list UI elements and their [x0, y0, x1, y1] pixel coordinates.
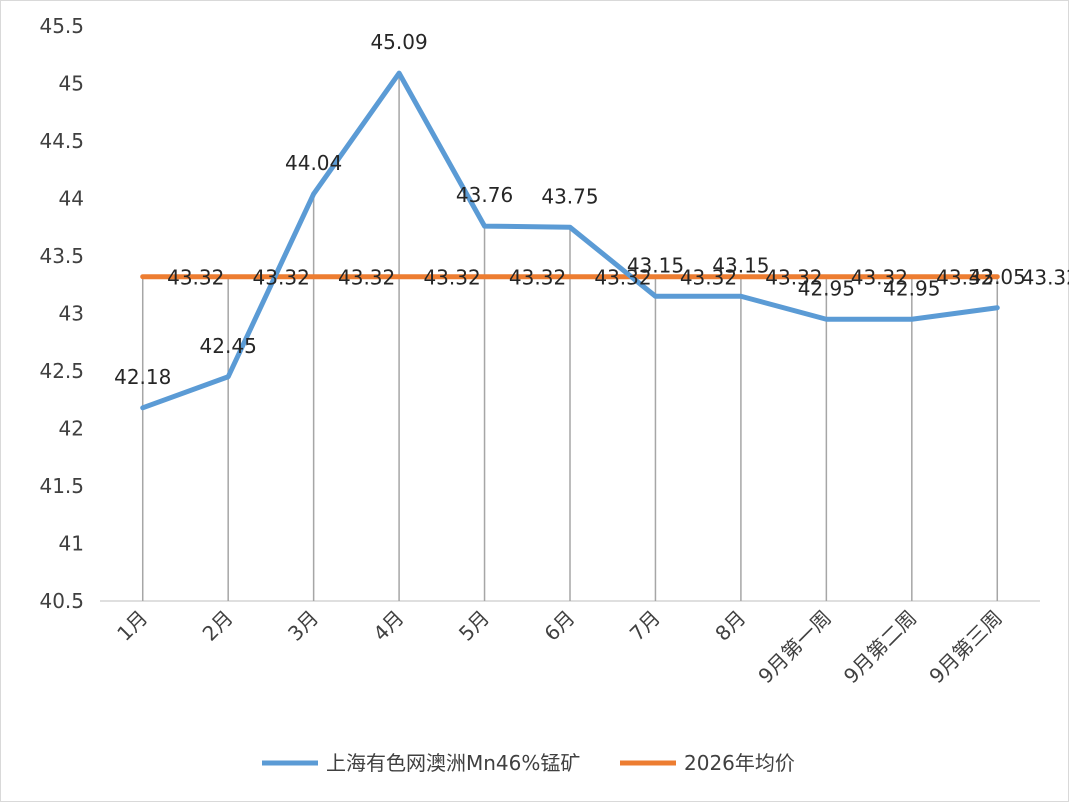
data-label-average: 43.32 [765, 266, 822, 290]
data-label-mn46: 42.18 [114, 365, 171, 389]
data-label-average: 43.32 [509, 266, 566, 290]
data-label-average: 43.32 [338, 266, 395, 290]
y-tick-label: 44.5 [39, 129, 84, 153]
y-tick-label: 40.5 [39, 589, 84, 613]
data-label-average: 43.32 [253, 266, 310, 290]
drop-lines [141, 73, 999, 601]
y-tick-label: 42 [59, 417, 84, 441]
data-label-mn46: 43.76 [456, 183, 513, 207]
x-tick-label: 1月 [112, 606, 152, 646]
y-tick-label: 41 [59, 532, 84, 556]
series-line-mn46 [140, 70, 1000, 411]
x-tick-label: 9月第二周 [839, 606, 922, 689]
legend-label-series-1: 上海有色网澳洲Mn46%锰矿 [326, 751, 580, 775]
x-tick-label: 7月 [625, 606, 665, 646]
legend-label-series-2: 2026年均价 [684, 751, 795, 775]
data-label-mn46: 43.05 [969, 265, 1026, 289]
y-tick-label: 44 [59, 187, 84, 211]
data-label-mn46: 43.15 [712, 253, 769, 277]
y-tick-label: 45.5 [39, 14, 84, 38]
x-tick-label: 8月 [710, 606, 750, 646]
x-tick-label: 9月第一周 [753, 606, 836, 689]
data-labels: 42.18 42.45 44.04 45.09 43.76 43.75 43.15 43.15… [114, 30, 1069, 389]
data-label-mn46: 44.04 [285, 151, 342, 175]
x-tick-label: 9月第三周 [924, 606, 1007, 689]
data-label-mn46: 43.75 [541, 184, 598, 208]
legend: 上海有色网澳洲Mn46%锰矿 2026年均价 [262, 751, 795, 775]
data-label-mn46: 43.15 [627, 253, 684, 277]
y-tick-label: 45 [59, 72, 84, 96]
x-tick-label: 3月 [283, 606, 323, 646]
data-label-average: 43.32 [1022, 266, 1069, 290]
x-tick-label: 4月 [369, 606, 409, 646]
x-tick-label: 6月 [539, 606, 579, 646]
x-tick-label: 2月 [198, 606, 238, 646]
data-label-mn46: 42.95 [883, 276, 940, 300]
y-tick-label: 43 [59, 302, 84, 326]
y-tick-label: 41.5 [39, 474, 84, 498]
data-label-average: 43.32 [423, 266, 480, 290]
data-label-average: 43.32 [594, 266, 651, 290]
data-label-average: 43.32 [680, 266, 737, 290]
y-tick-label: 42.5 [39, 359, 84, 383]
axis-layer: 40.5 41 41.5 42 42.5 43 43.5 44 44.5 45 45.5 1月 2月 3月… [39, 14, 1040, 688]
data-label-average: 43.32 [167, 266, 224, 290]
y-tick-label: 43.5 [39, 244, 84, 268]
data-label-mn46: 45.09 [370, 30, 427, 54]
data-label-average: 43.32 [851, 266, 908, 290]
data-label-average: 43.32 [936, 266, 993, 290]
series-layer [140, 70, 1000, 411]
data-label-mn46: 42.95 [798, 276, 855, 300]
x-tick-label: 5月 [454, 606, 494, 646]
data-label-mn46: 42.45 [200, 334, 257, 358]
